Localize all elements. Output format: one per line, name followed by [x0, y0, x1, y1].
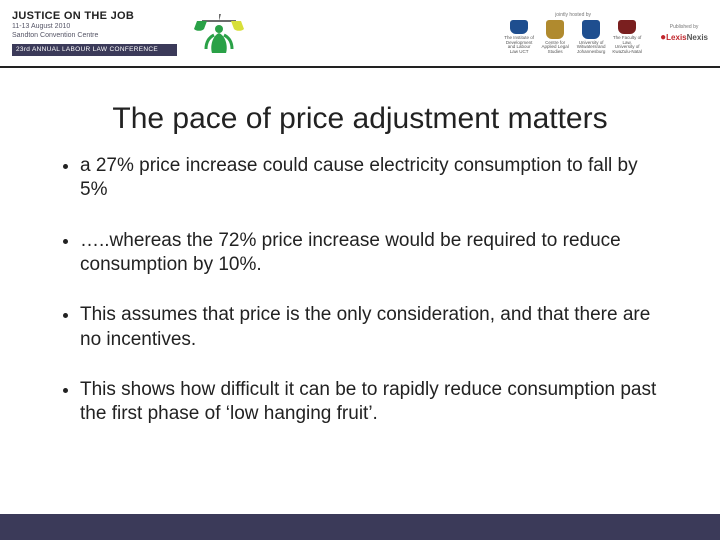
header-brand-block: JUSTICE ON THE JOB 11-13 August 2010 San…: [12, 10, 177, 56]
publisher-wrap: Published by ●LexisNexis: [660, 24, 708, 43]
venue-label: Sandton Convention Centre: [12, 32, 177, 40]
sponsor-3-label: University of Witwatersrand Johannesburg: [576, 41, 606, 55]
brand-label: JUSTICE ON THE JOB: [12, 10, 177, 23]
sponsor-2-label: Centre for Applied Legal Studies: [540, 41, 570, 55]
sponsor-3-icon: University of Witwatersrand Johannesburg: [576, 20, 606, 54]
sponsor-4-icon: The Faculty of Law, University of KwaZul…: [612, 20, 642, 54]
slide-container: JUSTICE ON THE JOB 11-13 August 2010 San…: [0, 0, 720, 540]
footer-bar: [0, 514, 720, 540]
bullet-list: a 27% price increase could cause electri…: [80, 154, 660, 427]
hosted-wrap: jointly hosted by The Institute of Devel…: [504, 12, 642, 54]
hosted-by-label: jointly hosted by: [555, 12, 591, 18]
sponsor-1-label: The Institute of Development and Labour …: [504, 36, 534, 54]
slide-title: The pace of price adjustment matters: [30, 102, 690, 136]
sponsor-1-icon: The Institute of Development and Labour …: [504, 20, 534, 54]
bullet-item: This shows how difficult it can be to ra…: [80, 378, 660, 427]
bullet-item: This assumes that price is the only cons…: [80, 303, 660, 352]
header-bar: JUSTICE ON THE JOB 11-13 August 2010 San…: [0, 0, 720, 68]
bullet-item: …..whereas the 72% price increase would …: [80, 229, 660, 278]
conference-logo-icon: [189, 9, 249, 57]
edition-label: 23rd ANNUAL LABOUR LAW CONFERENCE: [12, 44, 177, 56]
published-by-label: Published by: [670, 24, 699, 30]
bullet-item: a 27% price increase could cause electri…: [80, 154, 660, 203]
sponsor-block: jointly hosted by The Institute of Devel…: [504, 12, 708, 54]
sponsor-4-label: The Faculty of Law, University of KwaZul…: [612, 36, 642, 54]
sponsor-2-icon: Centre for Applied Legal Studies: [540, 20, 570, 54]
lexisnexis-logo-icon: ●LexisNexis: [660, 32, 708, 43]
date-label: 11-13 August 2010: [12, 23, 177, 31]
